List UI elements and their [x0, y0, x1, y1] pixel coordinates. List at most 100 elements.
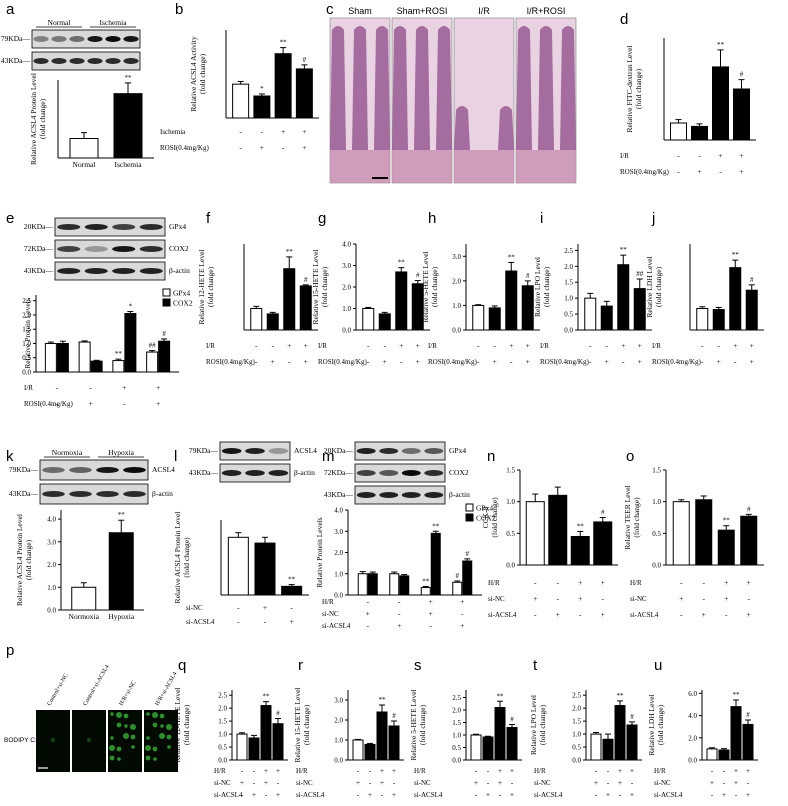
panel-letter-h: h: [428, 210, 436, 227]
treatment-mark: +: [304, 357, 308, 366]
treatment-mark: +: [276, 790, 280, 799]
bar: [352, 739, 364, 761]
bar: [584, 297, 597, 331]
significance-mark: *: [260, 85, 264, 93]
panel-letter-m: m: [322, 448, 335, 465]
significance-mark: #: [162, 330, 166, 338]
treatment-mark: +: [606, 790, 610, 799]
kda-marker: 43KDa—: [324, 490, 354, 499]
treatment-label: si-ACSL4: [654, 791, 683, 799]
significance-mark: **: [508, 253, 516, 261]
treatment-mark: +: [240, 778, 244, 787]
villus: [516, 26, 532, 150]
chart-r: 0.0 1.0 2.0 3.0 Relative 15-HETE Level (fold …: [293, 688, 404, 799]
treatment-mark: +: [498, 778, 502, 787]
kda-marker: 43KDa—: [1, 56, 31, 65]
blot-band: [221, 470, 242, 476]
treatment-mark: -: [398, 597, 401, 606]
blot-band: [123, 467, 146, 473]
y-tick-label: 1.0: [452, 302, 461, 310]
fluorescent-spot: [146, 736, 150, 740]
bar: [742, 723, 754, 761]
y-tick-label: 2.0: [564, 263, 573, 271]
treatment-mark: +: [621, 341, 625, 350]
legend-swatch: [465, 513, 474, 522]
significance-mark: #: [747, 505, 751, 513]
treatment-mark: +: [368, 790, 372, 799]
treatment-mark: -: [239, 143, 242, 152]
y-axis-label: CCK-8: [481, 506, 490, 528]
y-axis-label: (fold change): [656, 704, 665, 745]
y-tick-label: 1.0: [452, 732, 461, 740]
treatment-mark: +: [618, 766, 622, 775]
significance-mark: **: [422, 578, 430, 586]
histology-label: Sham: [348, 6, 372, 16]
y-axis-label: (fold change): [542, 266, 551, 307]
treatment-label: H/R: [322, 598, 334, 606]
bar: [729, 267, 742, 331]
villus: [454, 106, 470, 150]
treatment-mark: -: [272, 341, 275, 350]
treatment-mark: -: [703, 578, 706, 587]
category-label: Normal: [73, 160, 96, 169]
blot-band: [112, 224, 136, 230]
treatment-mark: +: [556, 610, 560, 619]
category-label: Hypoxia: [108, 612, 135, 621]
bar-gpx4: [452, 581, 463, 596]
muscularis-layer: [392, 150, 452, 183]
treatment-mark: -: [290, 603, 293, 612]
treatment-mark: +: [747, 610, 751, 619]
y-tick-label: 0.0: [334, 592, 343, 600]
treatment-mark: -: [607, 778, 610, 787]
treatment-mark: +: [510, 790, 514, 799]
bar: [108, 532, 134, 611]
treatment-mark: +: [509, 341, 513, 350]
treatment-mark: -: [265, 790, 268, 799]
y-tick-label: 1.0: [334, 570, 343, 578]
blot-band: [42, 491, 65, 497]
treatment-mark: +: [710, 778, 714, 787]
treatment-mark: -: [510, 357, 513, 366]
treatment-mark: -: [255, 357, 258, 366]
blot-band: [139, 246, 163, 252]
treatment-label: si-NC: [296, 779, 313, 787]
y-tick-label: 2.0: [572, 705, 581, 713]
fluorescence-label: Control+si-ACSL4: [83, 664, 111, 707]
treatment-mark: -: [619, 790, 622, 799]
fluorescence-image: [108, 710, 142, 772]
significance-mark: #: [466, 550, 470, 558]
treatment-mark: -: [499, 790, 502, 799]
bar: [283, 268, 296, 331]
treatment-mark: +: [526, 341, 530, 350]
bar: [71, 586, 97, 611]
y-tick-label: 1.0: [342, 305, 351, 313]
treatment-mark: -: [123, 399, 126, 408]
blot-band: [33, 58, 49, 64]
bar: [570, 536, 590, 566]
treatment-mark: +: [724, 578, 728, 587]
chart-b: Relative ACSL4 Activity (fold change) ***#…: [160, 30, 319, 152]
treatment-mark: +: [89, 399, 93, 408]
treatment-mark: -: [357, 790, 360, 799]
treatment-label: si-NC: [654, 779, 671, 787]
bar: [670, 122, 687, 141]
treatment-mark: -: [487, 778, 490, 787]
villus: [392, 26, 408, 150]
legend-swatch: [465, 503, 474, 512]
panel-letter-d: d: [620, 11, 628, 28]
legend-label: GPx4: [173, 289, 190, 298]
treatment-mark: +: [302, 143, 306, 152]
treatment-mark: -: [477, 341, 480, 350]
treatment-mark: +: [594, 778, 598, 787]
treatment-mark: +: [605, 357, 609, 366]
treatment-mark: +: [486, 790, 490, 799]
treatment-mark: +: [304, 341, 308, 350]
treatment-mark: +: [734, 766, 738, 775]
treatment-label: si-ACSL4: [534, 791, 563, 799]
bar-gpx4: [389, 573, 400, 596]
western-blot-l: 79KDa— ACSL4 43KDa— β-actin: [189, 441, 317, 483]
fluorescent-spot: [116, 722, 122, 728]
blot-band: [69, 491, 92, 497]
treatment-mark: +: [392, 766, 396, 775]
blot-band: [96, 491, 119, 497]
